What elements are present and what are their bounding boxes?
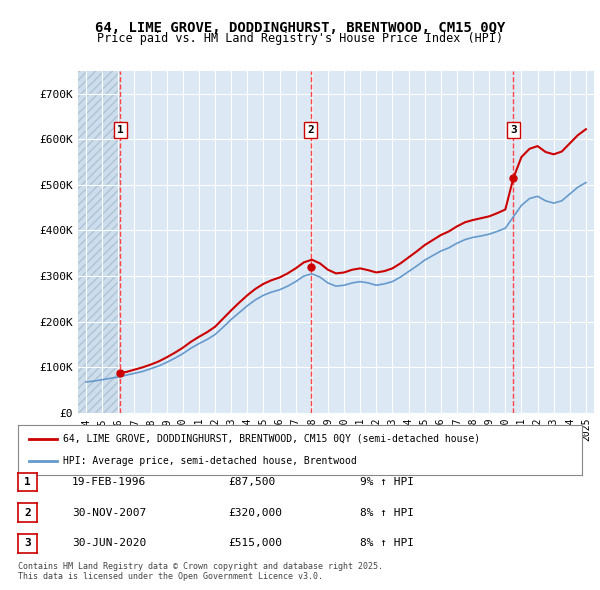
Text: HPI: Average price, semi-detached house, Brentwood: HPI: Average price, semi-detached house,… xyxy=(63,456,357,466)
Text: 1: 1 xyxy=(24,477,31,487)
Text: £320,000: £320,000 xyxy=(228,508,282,517)
Text: 2: 2 xyxy=(307,125,314,135)
Bar xyxy=(78,71,120,413)
Text: £87,500: £87,500 xyxy=(228,477,275,487)
Text: 64, LIME GROVE, DODDINGHURST, BRENTWOOD, CM15 0QY (semi-detached house): 64, LIME GROVE, DODDINGHURST, BRENTWOOD,… xyxy=(63,434,480,444)
Text: 3: 3 xyxy=(510,125,517,135)
Text: 8% ↑ HPI: 8% ↑ HPI xyxy=(360,539,414,548)
Text: 3: 3 xyxy=(24,539,31,548)
Text: 2: 2 xyxy=(24,508,31,517)
Text: 8% ↑ HPI: 8% ↑ HPI xyxy=(360,508,414,517)
Text: 1: 1 xyxy=(117,125,124,135)
Text: Price paid vs. HM Land Registry's House Price Index (HPI): Price paid vs. HM Land Registry's House … xyxy=(97,32,503,45)
Text: £515,000: £515,000 xyxy=(228,539,282,548)
Text: 64, LIME GROVE, DODDINGHURST, BRENTWOOD, CM15 0QY: 64, LIME GROVE, DODDINGHURST, BRENTWOOD,… xyxy=(95,21,505,35)
Text: 9% ↑ HPI: 9% ↑ HPI xyxy=(360,477,414,487)
Text: Contains HM Land Registry data © Crown copyright and database right 2025.
This d: Contains HM Land Registry data © Crown c… xyxy=(18,562,383,581)
Text: 19-FEB-1996: 19-FEB-1996 xyxy=(72,477,146,487)
Text: 30-NOV-2007: 30-NOV-2007 xyxy=(72,508,146,517)
Text: 30-JUN-2020: 30-JUN-2020 xyxy=(72,539,146,548)
